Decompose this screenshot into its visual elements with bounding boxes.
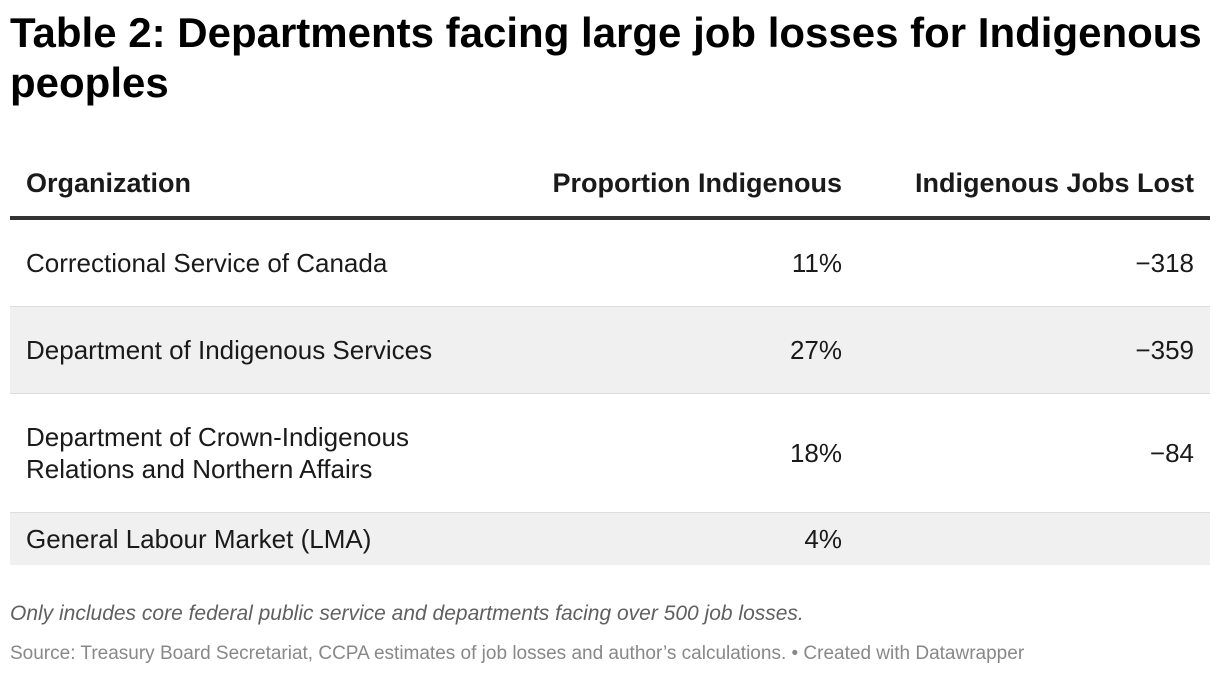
column-header-proportion-indigenous[interactable]: Proportion Indigenous <box>482 150 858 220</box>
table-row: Department of Indigenous Services 27% −3… <box>10 306 1210 394</box>
table-title: Table 2: Departments facing large job lo… <box>10 9 1202 106</box>
proportion-indigenous-cell: 27% <box>482 306 858 394</box>
proportion-indigenous-cell: 18% <box>482 393 858 513</box>
indigenous-jobs-lost-cell <box>858 512 1210 565</box>
indigenous-jobs-lost-cell: −359 <box>858 306 1210 394</box>
organization-cell: Department of Indigenous Services <box>10 306 482 394</box>
table-row: General Labour Market (LMA) 4% <box>10 512 1210 565</box>
column-header-organization[interactable]: Organization <box>10 150 482 220</box>
proportion-indigenous-cell: 11% <box>482 218 858 307</box>
proportion-indigenous-cell: 4% <box>482 512 858 565</box>
footnote: Only includes core federal public servic… <box>10 602 804 625</box>
column-header-indigenous-jobs-lost[interactable]: Indigenous Jobs Lost <box>858 150 1210 220</box>
indigenous-jobs-lost-cell: −84 <box>858 393 1210 513</box>
organization-cell: Department of Crown-Indigenous Relations… <box>10 393 482 513</box>
table-header-row: Organization Proportion Indigenous Indig… <box>10 150 1210 220</box>
organization-cell: Correctional Service of Canada <box>10 218 482 307</box>
indigenous-jobs-lost-cell: −318 <box>858 218 1210 307</box>
table-row: Correctional Service of Canada 11% −318 <box>10 218 1210 307</box>
organization-cell: General Labour Market (LMA) <box>10 512 482 565</box>
data-table: Organization Proportion Indigenous Indig… <box>10 150 1210 565</box>
source-credit: Source: Treasury Board Secretariat, CCPA… <box>10 643 1025 664</box>
table-row: Department of Crown-Indigenous Relations… <box>10 393 1210 513</box>
